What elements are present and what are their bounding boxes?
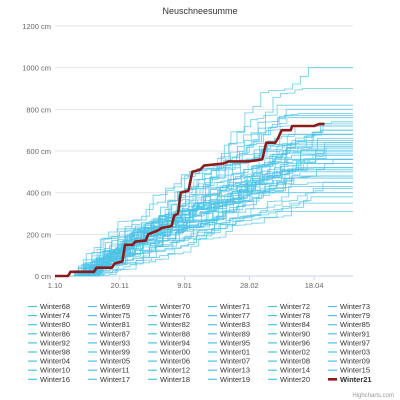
- legend-item-winter74[interactable]: Winter74: [40, 311, 70, 320]
- series-line-winter17[interactable]: [55, 146, 353, 277]
- legend-item-winter85[interactable]: Winter85: [340, 320, 370, 329]
- legend-item-winter99[interactable]: Winter99: [100, 348, 130, 357]
- x-tick-label: 20.11: [111, 281, 129, 290]
- legend-item-winter18[interactable]: Winter18: [160, 375, 190, 384]
- legend-item-winter77[interactable]: Winter77: [220, 311, 250, 320]
- legend-item-winter73[interactable]: Winter73: [340, 302, 370, 311]
- series-line-winter12[interactable]: [55, 163, 353, 277]
- legend-item-winter10[interactable]: Winter10: [40, 366, 70, 375]
- highlight-series-line[interactable]: [55, 122, 325, 278]
- x-tick-label: 9.01: [177, 281, 192, 290]
- series-line-winter16[interactable]: [55, 158, 353, 277]
- series-line-winter74[interactable]: [55, 211, 353, 277]
- y-tick-label: 1000 cm: [22, 64, 51, 73]
- legend-item-winter82[interactable]: Winter82: [160, 320, 190, 329]
- legend-item-winter69[interactable]: Winter69: [100, 302, 130, 311]
- legend-item-winter70[interactable]: Winter70: [160, 302, 190, 311]
- series-line-winter98[interactable]: [55, 154, 353, 277]
- legend-item-winter15[interactable]: Winter15: [340, 366, 370, 375]
- legend-item-winter71[interactable]: Winter71: [220, 302, 250, 311]
- legend-item-winter11[interactable]: Winter11: [100, 366, 129, 375]
- legend-item-winter16[interactable]: Winter16: [40, 375, 70, 384]
- series-line-winter20[interactable]: [55, 150, 353, 277]
- x-tick-label: 1.10: [48, 281, 63, 290]
- x-tick-label: 18.04: [305, 281, 324, 290]
- legend-item-winter75[interactable]: Winter75: [100, 311, 130, 320]
- legend-item-winter83[interactable]: Winter83: [220, 320, 250, 329]
- credit-label[interactable]: Highcharts.com: [352, 393, 394, 399]
- legend-item-winter00[interactable]: Winter00: [160, 348, 190, 357]
- y-tick-label: 800 cm: [26, 105, 51, 114]
- legend-item-winter19[interactable]: Winter19: [220, 375, 250, 384]
- legend-item-winter96[interactable]: Winter96: [280, 338, 310, 347]
- legend-item-winter06[interactable]: Winter06: [160, 357, 190, 366]
- series-line-winter19[interactable]: [55, 175, 353, 277]
- series-line-winter95[interactable]: [55, 123, 353, 277]
- legend-item-winter91[interactable]: Winter91: [340, 329, 370, 338]
- legend-item-winter94[interactable]: Winter94: [160, 338, 190, 347]
- legend-item-winter68[interactable]: Winter68: [40, 302, 70, 311]
- y-tick-label: 400 cm: [26, 189, 51, 198]
- y-tick-label: 200 cm: [26, 230, 51, 239]
- legend-item-winter04[interactable]: Winter04: [40, 357, 70, 366]
- legend-item-winter97[interactable]: Winter97: [340, 338, 370, 347]
- legend-item-winter05[interactable]: Winter05: [100, 357, 130, 366]
- chart-title: Neuschneesumme: [162, 6, 237, 16]
- legend-item-winter21[interactable]: Winter21: [340, 375, 372, 384]
- legend-item-winter80[interactable]: Winter80: [40, 320, 70, 329]
- legend-item-winter02[interactable]: Winter02: [280, 348, 310, 357]
- x-tick-label: 28.02: [240, 281, 259, 290]
- legend-item-winter12[interactable]: Winter12: [160, 366, 190, 375]
- legend-item-winter79[interactable]: Winter79: [340, 311, 370, 320]
- legend-item-winter03[interactable]: Winter03: [340, 348, 370, 357]
- legend-item-winter90[interactable]: Winter90: [280, 329, 310, 338]
- legend-item-winter01[interactable]: Winter01: [220, 348, 250, 357]
- legend-item-winter95[interactable]: Winter95: [220, 338, 250, 347]
- legend-item-winter20[interactable]: Winter20: [280, 375, 310, 384]
- legend-item-winter98[interactable]: Winter98: [40, 348, 70, 357]
- series-line-winter85[interactable]: [55, 196, 353, 277]
- legend-item-winter78[interactable]: Winter78: [280, 311, 310, 320]
- legend-item-winter84[interactable]: Winter84: [280, 320, 310, 329]
- legend-item-winter14[interactable]: Winter14: [280, 366, 310, 375]
- y-tick-label: 600 cm: [26, 147, 51, 156]
- legend-item-winter13[interactable]: Winter13: [220, 366, 250, 375]
- legend-item-winter17[interactable]: Winter17: [100, 375, 130, 384]
- legend-item-winter86[interactable]: Winter86: [40, 329, 70, 338]
- legend-item-winter89[interactable]: Winter89: [220, 329, 250, 338]
- legend-item-winter93[interactable]: Winter93: [100, 338, 130, 347]
- y-axis-labels: 0 cm 200 cm 400 cm 600 cm 800 cm 1000 cm 1200 …: [22, 22, 51, 281]
- series-line-winter71[interactable]: [55, 67, 353, 277]
- legend-item-winter07[interactable]: Winter07: [220, 357, 250, 366]
- legend-item-winter81[interactable]: Winter81: [100, 320, 130, 329]
- legend-item-winter76[interactable]: Winter76: [160, 311, 190, 320]
- series-lines: [55, 67, 354, 277]
- legend-item-winter08[interactable]: Winter08: [280, 357, 310, 366]
- series-line-winter21[interactable]: [55, 122, 325, 278]
- series-line-winter08[interactable]: [55, 177, 353, 277]
- legend-item-winter09[interactable]: Winter09: [340, 357, 370, 366]
- legend-item-winter72[interactable]: Winter72: [280, 302, 310, 311]
- y-tick-label: 1200 cm: [22, 22, 51, 31]
- y-tick-label: 0 cm: [35, 272, 51, 281]
- legend-item-winter92[interactable]: Winter92: [40, 338, 70, 347]
- legend-item-winter87[interactable]: Winter87: [100, 329, 130, 338]
- x-axis: 1.10 20.11 9.01 28.02 18.04: [48, 276, 324, 290]
- legend: Winter68 Winter69 Winter70 Winter71 Winter72…: [28, 302, 372, 384]
- series-line-winter14[interactable]: [55, 140, 353, 277]
- grid-lines: [55, 25, 353, 277]
- legend-item-winter88[interactable]: Winter88: [160, 329, 190, 338]
- series-line-winter81[interactable]: [55, 104, 353, 277]
